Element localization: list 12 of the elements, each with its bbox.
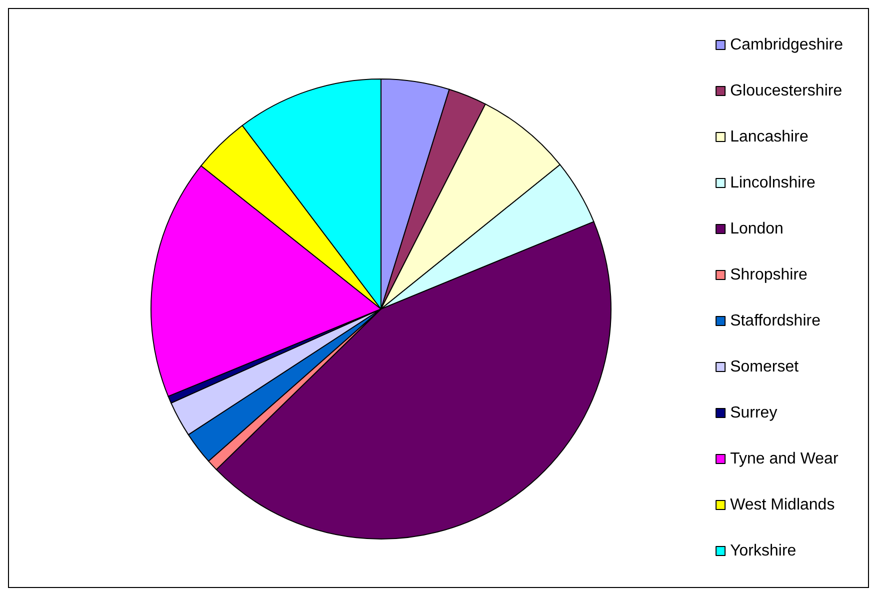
legend-label: Lancashire xyxy=(730,128,808,146)
legend-label: Gloucestershire xyxy=(730,82,842,100)
legend-label: Yorkshire xyxy=(730,542,796,560)
legend-label: Shropshire xyxy=(730,266,808,284)
legend-label: Surrey xyxy=(730,404,778,422)
legend-label: Tyne and Wear xyxy=(730,450,839,468)
legend-label: Somerset xyxy=(730,358,800,376)
legend-label: Staffordshire xyxy=(730,312,821,330)
legend-label: Cambridgeshire xyxy=(730,36,844,54)
legend-label: London xyxy=(730,220,784,238)
legend-label: West Midlands xyxy=(730,496,835,514)
legend-label: Lincolnshire xyxy=(730,174,816,192)
